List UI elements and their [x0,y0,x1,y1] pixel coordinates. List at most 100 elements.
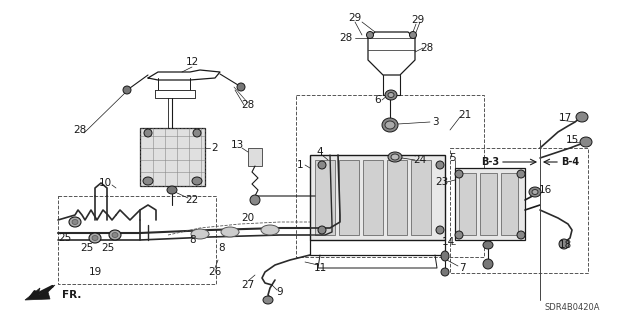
Ellipse shape [559,239,569,249]
Bar [501,173,518,235]
Bar [248,148,262,166]
Text: 14: 14 [442,237,454,247]
Bar [339,160,359,235]
Bar [296,95,484,257]
Text: 20: 20 [241,213,255,223]
Bar [450,148,588,273]
Ellipse shape [112,233,118,238]
Ellipse shape [69,217,81,227]
Bar [140,128,205,186]
Ellipse shape [318,226,326,234]
Ellipse shape [576,112,588,122]
Bar [363,160,383,235]
Polygon shape [25,285,55,300]
Ellipse shape [89,233,101,243]
Circle shape [123,86,131,94]
Text: SDR4B0420A: SDR4B0420A [545,303,600,313]
Ellipse shape [191,229,209,239]
Text: 25: 25 [101,243,115,253]
Bar [480,173,497,235]
Text: 3: 3 [432,117,438,127]
Ellipse shape [388,152,402,162]
Text: 1: 1 [297,160,303,170]
Ellipse shape [144,129,152,137]
Ellipse shape [441,268,449,276]
Text: 7: 7 [459,263,465,273]
Bar [387,160,407,235]
Text: 6: 6 [374,95,381,105]
Text: 28: 28 [74,125,86,135]
Bar [459,173,476,235]
Ellipse shape [192,177,202,185]
Bar [140,128,205,186]
Ellipse shape [391,154,399,160]
Text: 10: 10 [99,178,111,188]
Ellipse shape [92,235,98,241]
Ellipse shape [221,227,239,237]
Text: 9: 9 [276,287,284,297]
Ellipse shape [580,137,592,147]
Ellipse shape [483,241,493,249]
Text: 2: 2 [212,143,218,153]
Text: 13: 13 [230,140,244,150]
Text: 17: 17 [558,113,572,123]
Text: 24: 24 [413,155,427,165]
Ellipse shape [261,225,279,235]
Ellipse shape [250,195,260,205]
Ellipse shape [385,90,397,100]
Text: 11: 11 [314,263,326,273]
Text: 27: 27 [241,280,255,290]
Text: 12: 12 [186,57,198,67]
Text: 28: 28 [339,33,353,43]
Text: 18: 18 [558,240,572,250]
Bar [310,155,445,240]
Circle shape [410,32,417,39]
Ellipse shape [388,93,394,98]
Text: 26: 26 [209,267,221,277]
Ellipse shape [455,170,463,178]
Text: 4: 4 [317,147,323,157]
Ellipse shape [193,129,201,137]
Ellipse shape [483,259,493,269]
Ellipse shape [385,121,395,129]
Text: 29: 29 [412,15,424,25]
Ellipse shape [436,161,444,169]
Ellipse shape [436,226,444,234]
Text: 8: 8 [189,235,196,245]
Text: B-4: B-4 [561,157,579,167]
Circle shape [237,83,245,91]
Ellipse shape [529,187,541,197]
Ellipse shape [109,230,121,240]
Text: 5: 5 [449,153,455,163]
Text: 28: 28 [420,43,434,53]
Bar [455,168,525,240]
Circle shape [367,32,374,39]
Text: 28: 28 [241,100,255,110]
Text: 23: 23 [435,177,449,187]
Ellipse shape [263,296,273,304]
Text: 22: 22 [186,195,198,205]
Ellipse shape [441,251,449,261]
Text: 25: 25 [81,243,93,253]
Ellipse shape [517,231,525,239]
Text: B-3: B-3 [481,157,499,167]
Text: 8: 8 [219,243,225,253]
Text: 21: 21 [458,110,472,120]
Text: 19: 19 [88,267,102,277]
Ellipse shape [455,231,463,239]
Ellipse shape [532,189,538,195]
Ellipse shape [72,219,78,225]
Bar [58,196,216,284]
Text: 25: 25 [58,233,72,243]
Ellipse shape [143,177,153,185]
FancyArrowPatch shape [30,286,52,297]
Ellipse shape [517,170,525,178]
Ellipse shape [167,186,177,194]
Text: 29: 29 [348,13,362,23]
Text: FR.: FR. [62,290,81,300]
Ellipse shape [382,118,398,132]
Text: 15: 15 [565,135,579,145]
Bar [411,160,431,235]
Text: 16: 16 [538,185,552,195]
Bar [315,160,335,235]
